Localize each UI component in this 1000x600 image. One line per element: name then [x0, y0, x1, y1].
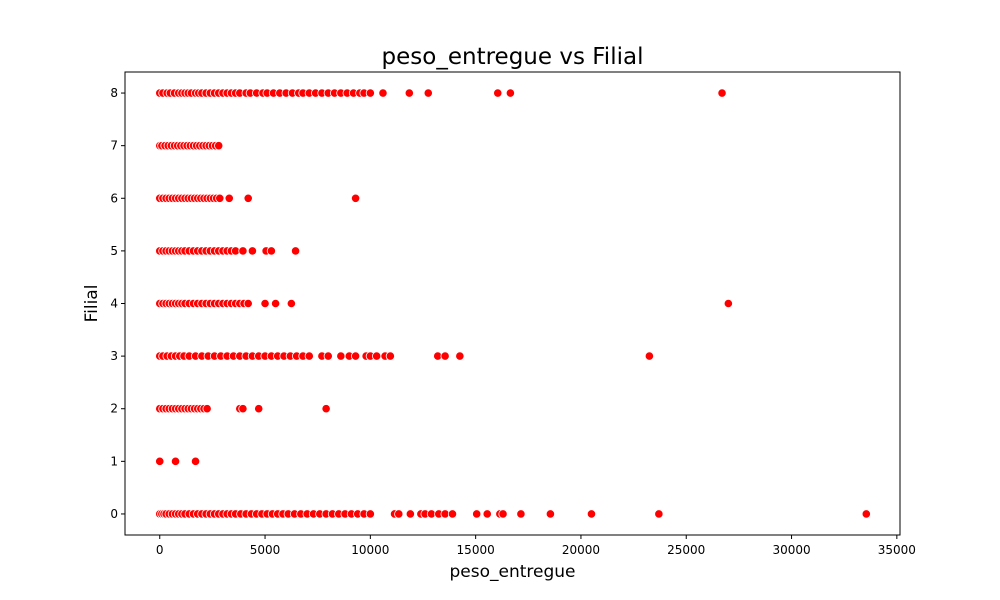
y-tick-label: 5: [110, 244, 118, 258]
y-tick-label: 7: [110, 139, 118, 153]
data-point: [472, 509, 482, 519]
data-point: [224, 193, 234, 203]
data-point: [321, 404, 331, 414]
y-tick-label: 2: [110, 402, 118, 416]
x-tick-label: 20000: [562, 543, 600, 557]
x-tick-label: 30000: [772, 543, 810, 557]
data-point: [644, 351, 654, 361]
y-tick-label: 1: [110, 454, 118, 468]
data-point: [455, 351, 465, 361]
data-point: [247, 246, 258, 256]
data-point: [394, 509, 404, 519]
data-point: [482, 509, 492, 519]
data-point: [447, 509, 458, 519]
data-point: [290, 246, 301, 256]
data-point: [498, 509, 508, 519]
data-point: [404, 88, 414, 98]
x-tick-label: 5000: [250, 543, 281, 557]
data-point: [717, 88, 727, 98]
data-point: [350, 193, 361, 203]
data-point: [372, 351, 382, 361]
data-point: [170, 456, 181, 466]
y-tick-label: 4: [110, 297, 118, 311]
data-point: [323, 351, 333, 361]
y-tick-label: 3: [110, 349, 118, 363]
data-point: [586, 509, 597, 519]
data-point: [214, 141, 224, 151]
x-axis-title: peso_entregue: [449, 562, 575, 582]
data-point: [190, 456, 201, 466]
data-point: [304, 351, 314, 361]
data-point: [215, 193, 225, 203]
data-point: [423, 88, 433, 98]
data-point: [254, 404, 264, 414]
y-tick-label: 0: [110, 507, 118, 521]
data-point: [654, 509, 664, 519]
data-point: [365, 509, 375, 519]
x-tick-label: 0: [156, 543, 164, 557]
data-point: [723, 298, 733, 309]
data-point: [286, 298, 296, 309]
x-tick-label: 25000: [667, 543, 705, 557]
data-point: [861, 509, 871, 519]
data-point: [266, 246, 276, 256]
y-axis-title: Filial: [82, 285, 102, 323]
x-tick-label: 15000: [457, 543, 495, 557]
data-point: [545, 509, 556, 519]
data-point: [365, 88, 375, 98]
data-point: [385, 351, 395, 361]
chart-title: peso_entregue vs Filial: [382, 44, 644, 70]
data-point: [378, 88, 388, 98]
data-point: [505, 88, 515, 98]
data-point: [243, 298, 253, 309]
data-point: [270, 298, 281, 309]
y-tick-label: 8: [110, 86, 118, 100]
data-point: [260, 298, 270, 309]
y-tick-label: 6: [110, 191, 118, 205]
data-point: [516, 509, 526, 519]
data-point: [243, 193, 253, 203]
data-point: [405, 509, 415, 519]
data-point: [493, 88, 503, 98]
data-point: [350, 351, 361, 361]
data-point: [440, 351, 450, 361]
x-tick-label: 35000: [878, 543, 916, 557]
data-point: [336, 351, 346, 361]
data-point: [238, 246, 248, 256]
data-point: [202, 404, 212, 414]
data-point: [155, 456, 165, 466]
x-tick-label: 10000: [351, 543, 389, 557]
data-point: [238, 404, 248, 414]
